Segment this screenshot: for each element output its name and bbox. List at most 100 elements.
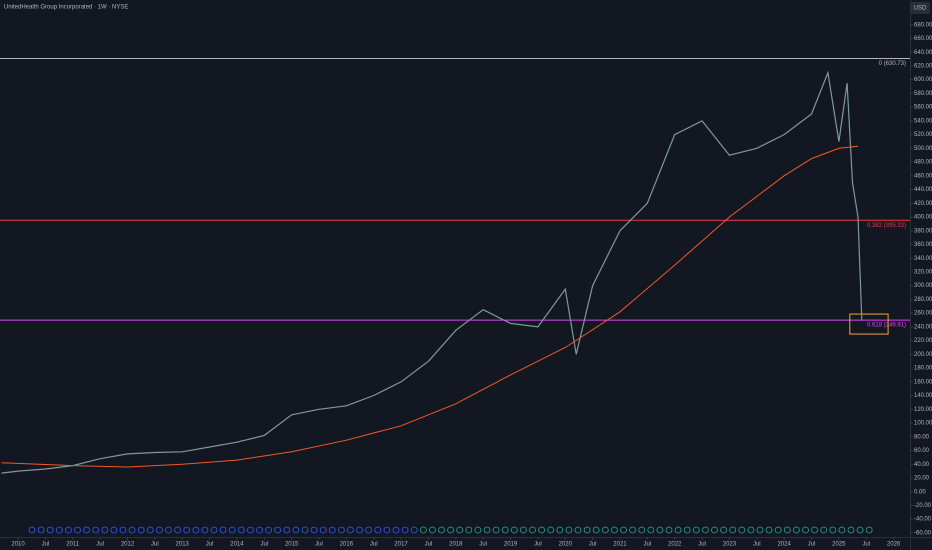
y-tick-label: 60.00 [914,448,930,454]
event-marker [538,526,545,534]
y-tick-label: 320.00 [914,270,932,276]
event-marker [265,526,273,534]
x-tick-label: 2018 [449,542,463,548]
event-marker [702,526,709,534]
event-marker [292,526,300,534]
x-tick-label: Jul [862,542,870,548]
event-marker [283,526,291,534]
event-marker [674,526,682,534]
y-tick-label: 300.00 [914,283,932,289]
event-marker [856,526,864,534]
event-marker [592,526,600,534]
event-marker [665,526,673,534]
x-tick-label: Jul [753,542,761,548]
x-tick-label: Jul [425,542,433,548]
event-marker [601,526,609,534]
x-tick-label: 2013 [176,542,190,548]
event-marker [793,526,800,534]
event-marker [246,526,254,534]
event-marker [410,526,418,534]
event-marker [301,526,309,534]
y-tick-label: 40.00 [914,462,930,468]
event-marker [438,526,445,534]
x-tick-label: Jul [151,542,159,548]
y-tick-label: 420.00 [914,201,932,207]
y-tick-label: 140.00 [914,393,932,399]
y-tick-label: 360.00 [914,242,932,248]
x-tick-label: 2023 [723,542,737,548]
highlight-box [849,313,889,335]
event-marker [310,526,318,534]
event-marker [838,526,846,534]
y-tick-label: 640.00 [914,50,932,56]
y-tick-label: 600.00 [914,77,932,83]
y-tick-label: 460.00 [914,173,932,179]
event-marker [219,526,227,534]
event-marker [419,526,427,534]
fib-level-label: 0 (630.73) [879,61,906,67]
event-marker [620,526,627,534]
currency-badge[interactable] [910,2,930,14]
event-marker [765,526,773,534]
event-marker [328,526,336,534]
event-marker [811,526,818,534]
x-tick-label: Jul [534,542,542,548]
event-marker [65,526,72,534]
event-marker [183,526,191,534]
event-marker [83,526,90,534]
y-tick-label: 520.00 [914,132,932,138]
event-marker [474,526,482,534]
x-tick-label: 2020 [559,542,573,548]
event-marker [201,526,209,534]
event-marker [319,526,327,534]
event-marker [92,526,100,534]
y-tick-label: 440.00 [914,187,932,193]
event-marker [583,526,591,534]
y-tick-label: 20.00 [914,476,930,482]
y-tick-label: 220.00 [914,338,932,344]
x-tick-label: Jul [644,542,652,548]
y-tick-label: 540.00 [914,118,932,124]
y-tick-label: -20.00 [914,503,932,509]
event-marker [556,526,564,534]
x-tick-label: 2010 [11,542,25,548]
event-marker [174,526,182,534]
y-tick-label: 500.00 [914,146,932,152]
x-tick-label: 2015 [285,542,299,548]
y-tick-label: -40.00 [914,517,932,523]
y-tick-label: 0.00 [914,489,926,495]
event-marker [356,526,364,534]
event-marker [611,526,618,534]
event-marker [46,526,54,534]
event-marker [756,526,764,534]
x-tick-label: Jul [96,542,104,548]
event-marker [28,526,36,534]
x-tick-label: 2019 [504,542,518,548]
chart-title: UnitedHealth Group Incorporated · 1W · N… [4,5,128,11]
currency: USD [914,6,927,12]
event-marker [520,526,527,534]
x-tick-label: 2021 [613,542,627,548]
event-marker [210,526,218,534]
event-marker [647,526,655,534]
y-tick-label: 580.00 [914,91,932,97]
event-marker [74,526,81,534]
x-tick-label: Jul [698,542,706,548]
x-tick-label: Jul [370,542,378,548]
event-marker [565,526,573,534]
x-tick-label: 2025 [832,542,846,548]
event-marker [683,526,691,534]
y-tick-label: 80.00 [914,434,930,440]
event-marker [865,526,873,534]
y-tick-label: 200.00 [914,352,932,358]
event-marker [237,526,245,534]
event-marker [256,526,263,534]
event-marker [738,526,746,534]
series-line [1,145,859,468]
x-tick-label: 2022 [668,542,682,548]
y-tick-label: 620.00 [914,64,932,70]
event-marker [137,526,145,534]
event-marker [465,526,473,534]
